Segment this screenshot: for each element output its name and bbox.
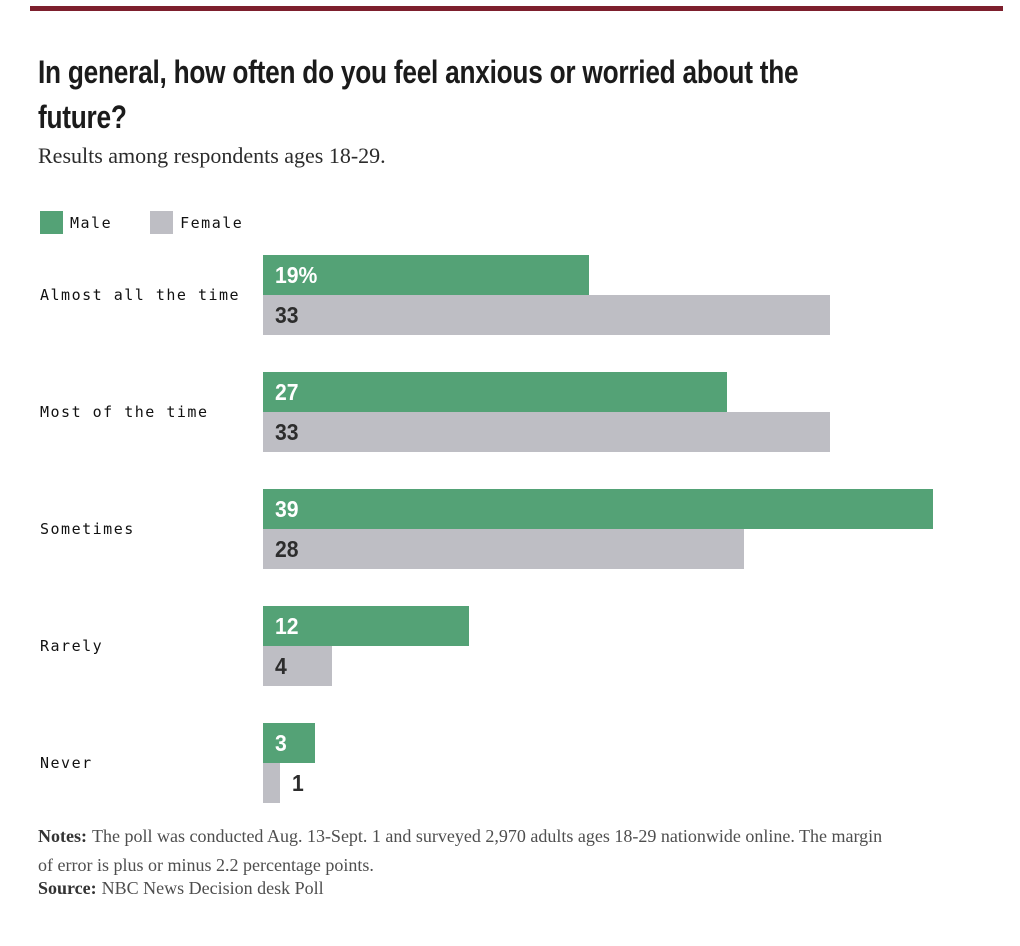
chart-source: Source: NBC News Decision desk Poll xyxy=(38,878,938,899)
category-label-sometimes: Sometimes xyxy=(40,520,135,538)
category-label-rarely: Rarely xyxy=(40,637,104,655)
source-label: Source: xyxy=(38,878,97,898)
page-subtitle: Results among respondents ages 18-29. xyxy=(38,143,386,168)
legend-label-male: Male xyxy=(70,213,113,232)
chart-row-sometimes: Sometimes 39 28 xyxy=(0,489,1020,569)
bar-male-almost-all-the-time: 19% xyxy=(263,255,590,295)
value-label-female-most-of-the-time: 33 xyxy=(274,419,299,445)
value-label-male-sometimes: 39 xyxy=(274,496,299,522)
category-label-never: Never xyxy=(40,754,93,772)
bar-male-rarely: 12 xyxy=(263,606,470,646)
chart-row-rarely: Rarely 12 4 xyxy=(0,606,1020,686)
bar-female-sometimes: 28 xyxy=(263,529,745,569)
legend-label-female: Female xyxy=(180,213,244,232)
bar-male-sometimes: 39 xyxy=(263,489,934,529)
title-line-2: future? xyxy=(38,99,127,135)
value-label-female-never: 1 xyxy=(292,770,304,796)
top-accent-rule xyxy=(30,6,1003,11)
bar-female-most-of-the-time: 33 xyxy=(263,412,830,452)
value-label-male-almost-all-the-time: 19% xyxy=(274,262,318,288)
notes-text: The poll was conducted Aug. 13-Sept. 1 a… xyxy=(38,826,883,875)
chart-legend: Male Female xyxy=(40,211,243,234)
bar-female-rarely: 4 xyxy=(263,646,332,686)
legend-item-female: Female xyxy=(150,211,243,234)
page-title: In general, how often do you feel anxiou… xyxy=(38,50,965,140)
male-swatch xyxy=(40,211,63,234)
bar-female-never: 1 xyxy=(263,763,304,803)
value-label-male-most-of-the-time: 27 xyxy=(274,379,299,405)
value-label-female-sometimes: 28 xyxy=(274,536,299,562)
grouped-bar-chart: Almost all the time 19% 33 Most of the time… xyxy=(0,255,1020,820)
female-swatch xyxy=(150,211,174,234)
category-label-most-of-the-time: Most of the time xyxy=(40,403,209,421)
value-label-male-never: 3 xyxy=(274,730,287,756)
chart-notes: Notes: The poll was conducted Aug. 13-Sep… xyxy=(38,822,898,880)
title-line-1: In general, how often do you feel anxiou… xyxy=(38,54,799,90)
legend-item-male: Male xyxy=(40,211,112,234)
source-text: NBC News Decision desk Poll xyxy=(101,878,324,898)
bar-male-never: 3 xyxy=(263,723,315,763)
chart-row-almost-all-the-time: Almost all the time 19% 33 xyxy=(0,255,1020,335)
chart-row-never: Never 3 1 xyxy=(0,723,1020,803)
value-label-female-rarely: 4 xyxy=(274,653,287,679)
category-label-almost-all-the-time: Almost all the time xyxy=(40,286,241,304)
notes-label: Notes: xyxy=(38,826,87,846)
bar-female-almost-all-the-time: 33 xyxy=(263,295,830,335)
chart-row-most-of-the-time: Most of the time 27 33 xyxy=(0,372,1020,452)
value-label-male-rarely: 12 xyxy=(274,613,299,639)
bar-male-most-of-the-time: 27 xyxy=(263,372,727,412)
value-label-female-almost-all-the-time: 33 xyxy=(274,302,299,328)
